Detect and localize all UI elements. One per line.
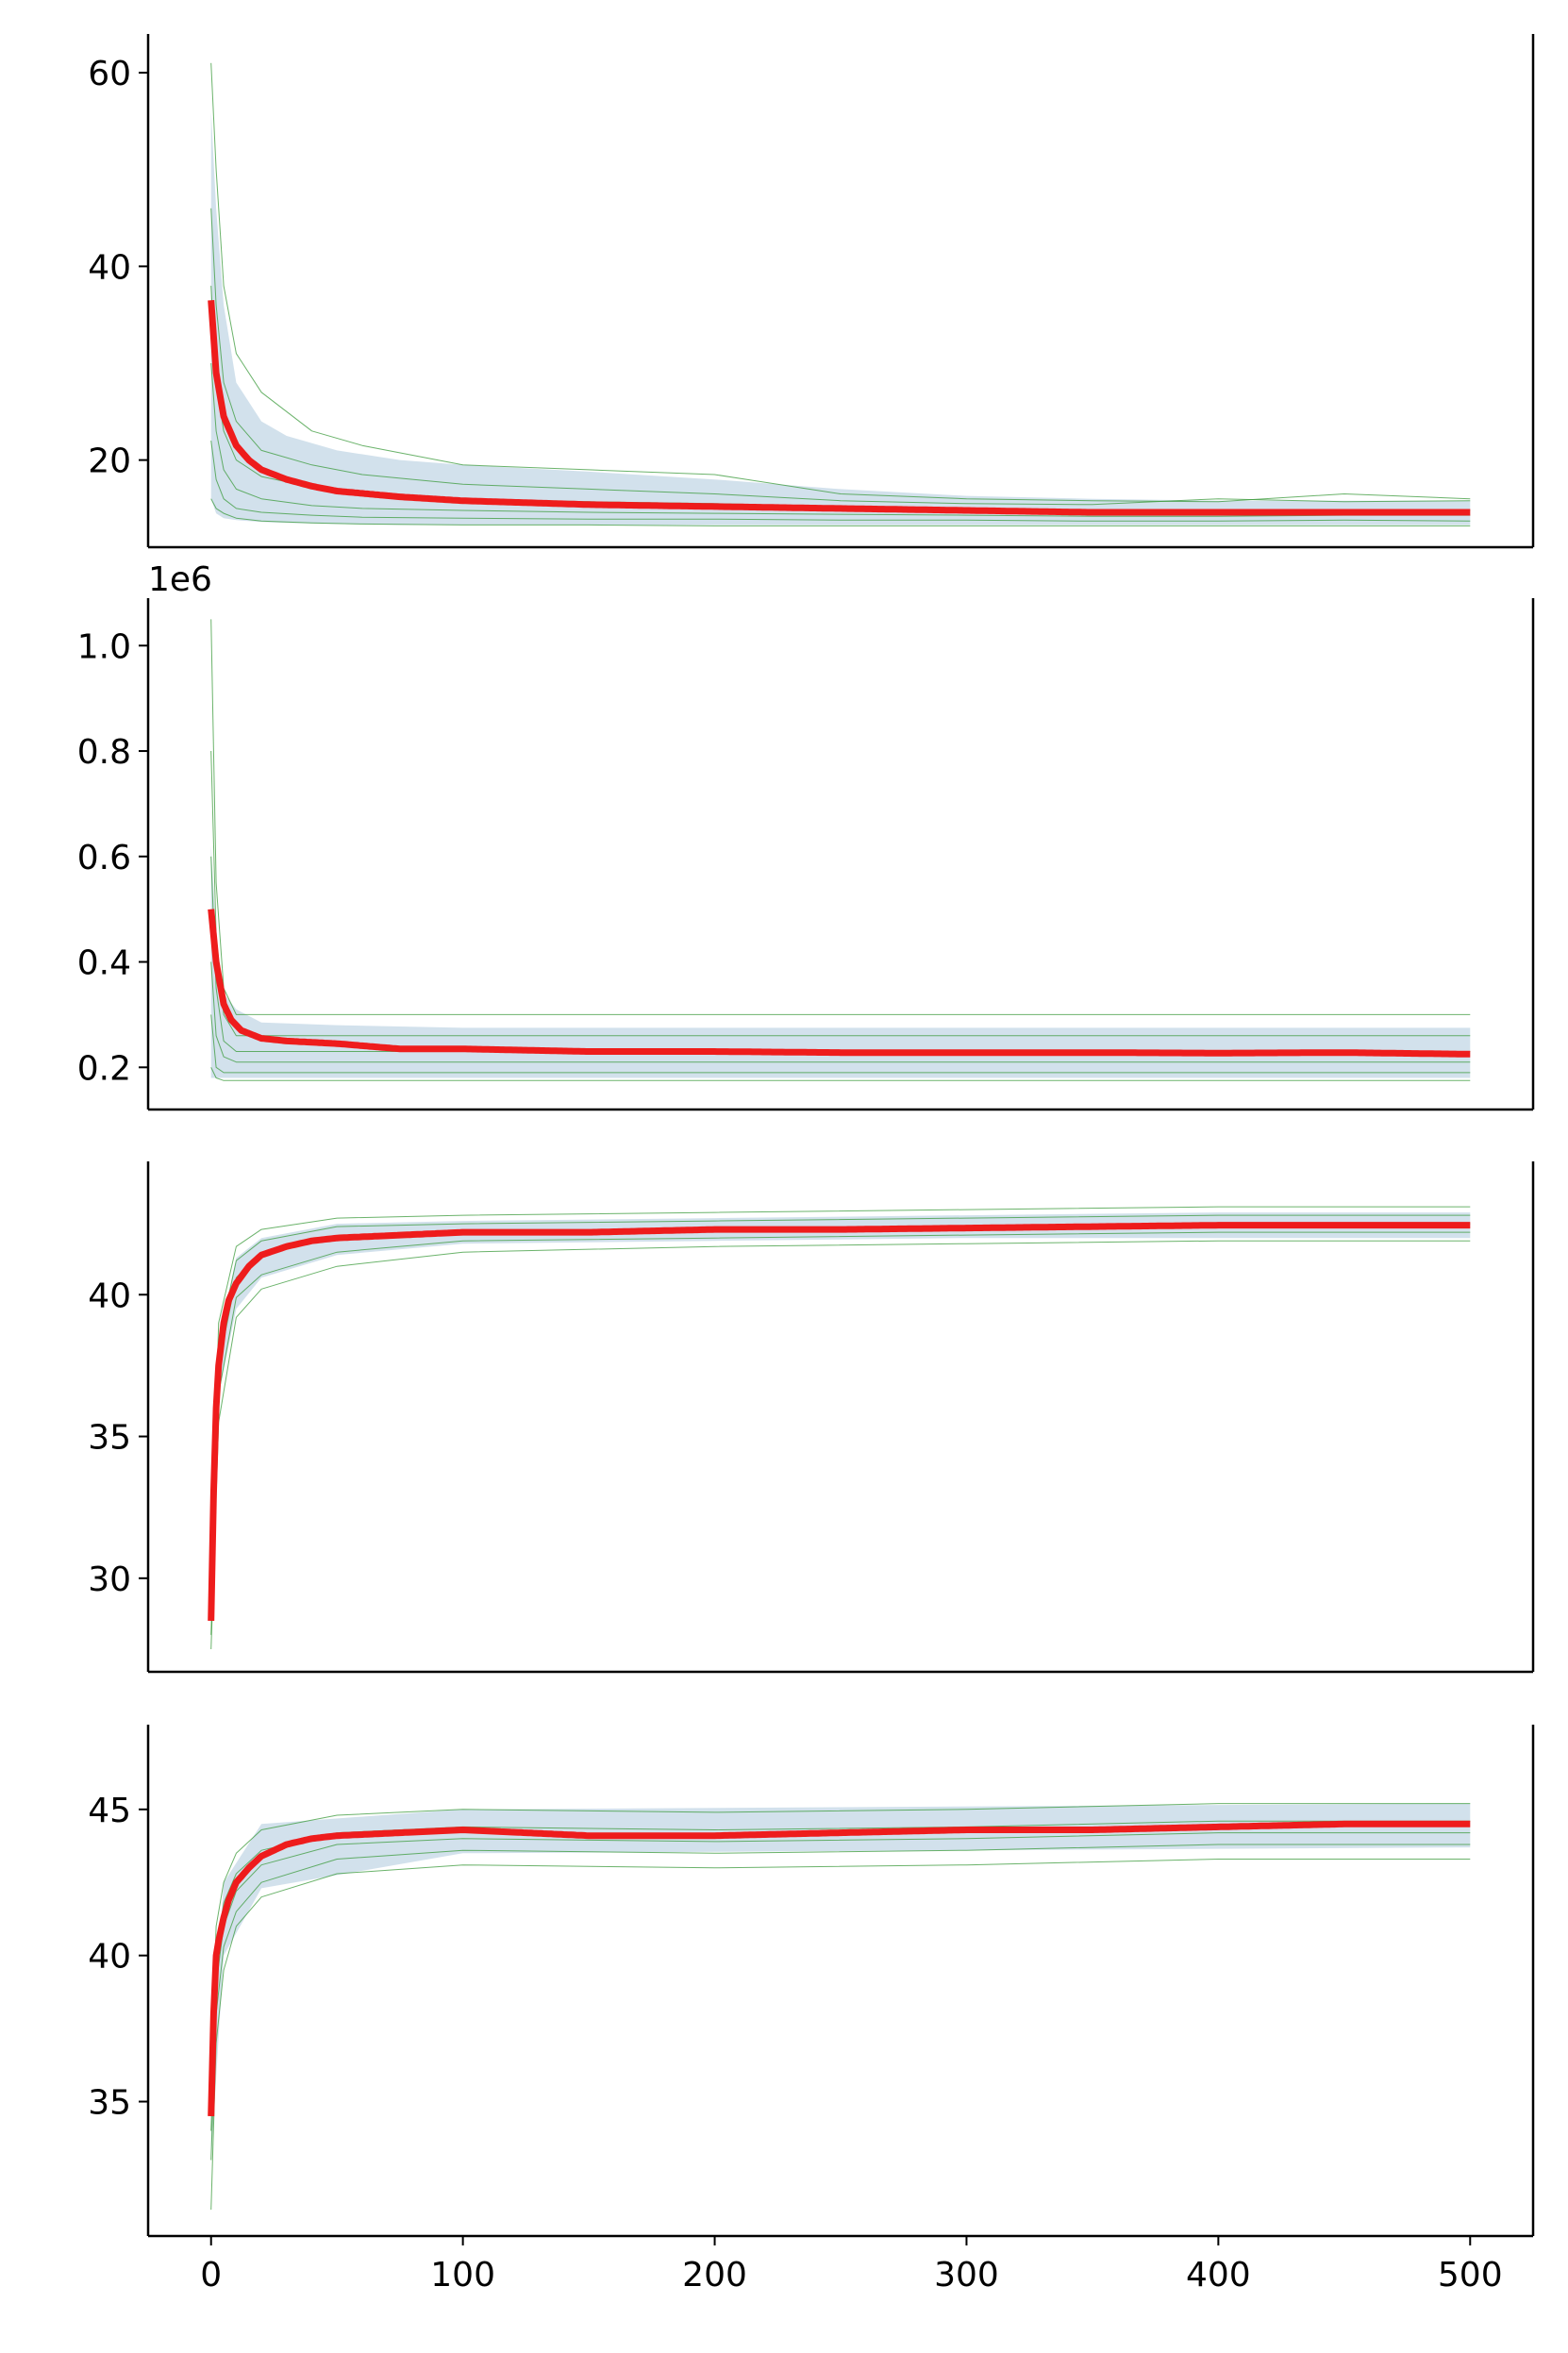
- y-tick-label: 0.4: [77, 944, 131, 983]
- x-tick-label: 300: [934, 2256, 999, 2295]
- x-tick-label: 500: [1438, 2256, 1503, 2295]
- subplot-1: 20 40 60: [88, 34, 1535, 549]
- y-tick-label: 40: [88, 1277, 131, 1315]
- run-line-4: [210, 961, 1471, 1063]
- y-tick-label: 1.0: [77, 627, 131, 666]
- y-tick-label: 0.2: [77, 1049, 131, 1088]
- plot-area: [208, 619, 1472, 1081]
- x-tick-label: 0: [200, 2256, 222, 2295]
- y-tick-label: 40: [88, 1938, 131, 1977]
- y-tick-label: 0.6: [77, 839, 131, 877]
- x-tick-label: 200: [682, 2256, 747, 2295]
- run-line-5: [210, 1014, 1471, 1074]
- run-line-5: [210, 1240, 1471, 1650]
- subplot-3: 30 35 40: [88, 1161, 1535, 1674]
- mean-line: [208, 1222, 1472, 1621]
- y-tick-label: 45: [88, 1792, 131, 1830]
- run-line-1: [210, 1803, 1471, 2073]
- x-tick-label: 400: [1186, 2256, 1251, 2295]
- plot-area: [208, 1803, 1472, 2211]
- run-line-5: [210, 1859, 1471, 2211]
- run-line-1: [210, 1206, 1471, 1593]
- y-offset-label: 1e6: [148, 560, 212, 599]
- run-line-2: [210, 208, 1471, 506]
- mean-line: [208, 909, 1472, 1058]
- plot-area: [208, 1206, 1472, 1650]
- std-band: [210, 1212, 1471, 1635]
- y-tick-label: 35: [88, 1419, 131, 1458]
- plot-area: [208, 62, 1472, 526]
- y-tick-label: 30: [88, 1560, 131, 1599]
- x-tick-label: 100: [430, 2256, 495, 2295]
- run-line-2: [210, 750, 1471, 1037]
- y-tick-label: 20: [88, 442, 131, 481]
- run-line-3: [210, 1832, 1471, 2131]
- run-line-4: [210, 1844, 1471, 2161]
- std-band: [210, 111, 1471, 526]
- subplot-4: 35 40 45 0 100 200 300 400 500: [88, 1725, 1535, 2295]
- run-line-4: [210, 362, 1471, 517]
- mean-line: [208, 300, 1472, 516]
- run-line-4: [210, 1231, 1471, 1635]
- run-line-6: [210, 498, 1471, 526]
- subplot-2: 0.2 0.4 0.6 0.8 1.0 1e6: [77, 560, 1535, 1111]
- mean-line: [208, 1820, 1472, 2117]
- y-tick-label: 40: [88, 248, 131, 287]
- run-line-6: [210, 1067, 1471, 1081]
- y-tick-label: 60: [88, 55, 131, 93]
- y-tick-label: 0.8: [77, 733, 131, 772]
- std-band: [210, 1803, 1471, 2161]
- run-line-5: [210, 441, 1471, 522]
- y-tick-label: 35: [88, 2084, 131, 2123]
- run-line-1: [210, 619, 1471, 1015]
